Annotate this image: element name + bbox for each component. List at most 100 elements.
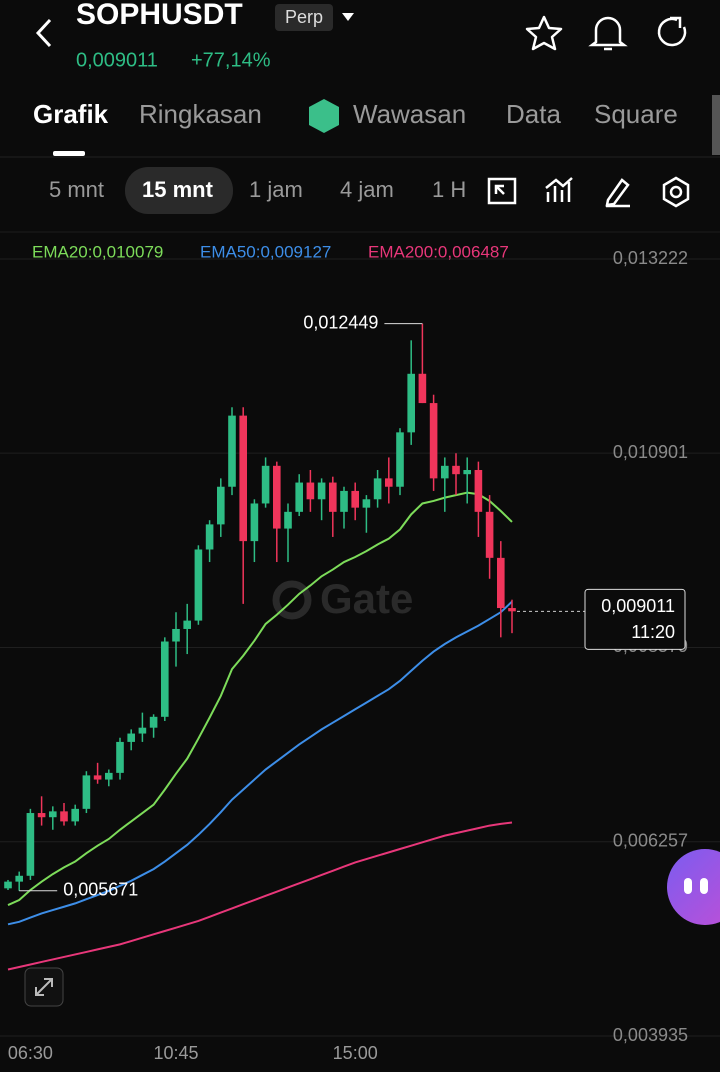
draw-icon[interactable] xyxy=(605,178,630,208)
price-tag xyxy=(584,588,686,650)
tab-underline xyxy=(53,151,85,156)
badge-bg xyxy=(275,4,333,31)
candle-body xyxy=(172,628,180,642)
ema-line xyxy=(7,600,513,926)
candle-body xyxy=(250,503,259,542)
dropdown[interactable] xyxy=(342,13,354,21)
candle-body xyxy=(183,620,191,629)
candle-body xyxy=(396,432,404,487)
legend-entry: EMA20:0,010079 xyxy=(32,242,163,261)
price-tag-time: 11:20 xyxy=(631,622,675,642)
x-tick-label: 15:00 xyxy=(333,1043,378,1063)
expand-icon xyxy=(35,978,53,996)
tab[interactable]: Wawasan xyxy=(353,99,466,129)
candle-body xyxy=(362,499,371,508)
candle-body xyxy=(239,415,247,542)
candle-body xyxy=(60,811,68,822)
candle-body xyxy=(161,641,169,717)
candle-body xyxy=(273,465,281,529)
symbol: SOPHUSDT xyxy=(76,0,243,31)
candle-body xyxy=(508,608,516,612)
tool-icon[interactable] xyxy=(487,177,517,205)
candle-body xyxy=(284,511,292,529)
back-button[interactable] xyxy=(35,18,52,48)
candle-body xyxy=(217,486,225,525)
candle-body xyxy=(15,875,23,882)
candle-body xyxy=(306,482,315,500)
interval[interactable]: 15 mnt xyxy=(142,177,214,202)
assistant-bubble[interactable] xyxy=(667,849,720,925)
price-tag-value: 0,009011 xyxy=(601,596,675,616)
candle-body xyxy=(485,511,494,558)
watermark: Gate xyxy=(320,575,413,622)
interval[interactable]: 1 jam xyxy=(249,177,303,202)
candle-body xyxy=(116,741,124,773)
candle-body xyxy=(205,524,214,550)
candle-body xyxy=(452,465,460,475)
candle-body xyxy=(4,881,12,889)
plot: 0,0039350,0062570,0085790,0109010,013222… xyxy=(0,242,720,1063)
candle-body xyxy=(26,813,35,876)
legend-entry: EMA50:0,009127 xyxy=(200,242,331,261)
x-tick-label: 10:45 xyxy=(153,1043,198,1063)
interval[interactable]: 4 jam xyxy=(340,177,394,202)
candle-body xyxy=(93,775,102,780)
candle-body xyxy=(463,470,471,475)
badge: Perp xyxy=(285,7,323,27)
annotation-label: 0,005671 xyxy=(63,880,138,900)
ai-icon xyxy=(309,99,339,133)
candle-body xyxy=(127,733,135,742)
price: 0,009011 xyxy=(76,49,158,71)
candle-body xyxy=(373,478,382,500)
candle-body xyxy=(295,482,303,512)
candle-body xyxy=(329,482,337,512)
candle-body xyxy=(82,775,91,809)
watermark-logo xyxy=(272,580,312,620)
candle-body xyxy=(138,727,147,734)
candle-body xyxy=(194,549,203,621)
ema-line xyxy=(7,821,513,971)
tab[interactable]: Grafik xyxy=(33,99,109,129)
bubble-eye xyxy=(684,878,692,894)
candle-body xyxy=(385,478,393,487)
scroll-hint xyxy=(712,95,720,155)
candle-body xyxy=(418,373,427,404)
indicator-icon[interactable] xyxy=(545,177,573,202)
annotation-label: 0,012449 xyxy=(303,312,378,332)
candle-body xyxy=(261,465,270,504)
y-tick-label: 0,013222 xyxy=(613,248,688,268)
tab[interactable]: Ringkasan xyxy=(139,99,262,129)
y-tick-label: 0,010901 xyxy=(613,442,688,462)
change: +77,14% xyxy=(191,49,271,71)
x-tick-label: 06:30 xyxy=(8,1043,53,1063)
refresh-icon[interactable] xyxy=(657,16,687,47)
candle-body xyxy=(407,373,415,433)
candle-body xyxy=(474,470,483,512)
y-tick-label: 0,006257 xyxy=(613,830,688,850)
candle-body xyxy=(105,772,113,780)
interval-selected xyxy=(125,167,233,214)
bell-icon[interactable] xyxy=(588,16,628,51)
candle-body xyxy=(37,813,46,818)
candle-body xyxy=(497,557,505,609)
tab[interactable]: Square xyxy=(594,99,678,129)
candle-body xyxy=(351,490,359,508)
candle-body xyxy=(228,415,236,487)
star-icon[interactable] xyxy=(525,15,563,51)
candle-body xyxy=(49,811,57,818)
y-tick-label: 0,003935 xyxy=(613,1025,688,1045)
candle-body xyxy=(340,490,348,512)
tab[interactable]: Data xyxy=(506,99,561,129)
interval[interactable]: 5 mnt xyxy=(49,177,104,202)
candle-body xyxy=(149,716,158,728)
candle-body xyxy=(441,465,449,479)
bubble-eye xyxy=(700,878,708,894)
candle-body xyxy=(317,482,326,500)
interval[interactable]: 1 H xyxy=(432,177,466,202)
settings-icon-dot xyxy=(669,185,683,199)
settings-icon[interactable] xyxy=(662,176,690,208)
candle-body xyxy=(429,403,438,479)
